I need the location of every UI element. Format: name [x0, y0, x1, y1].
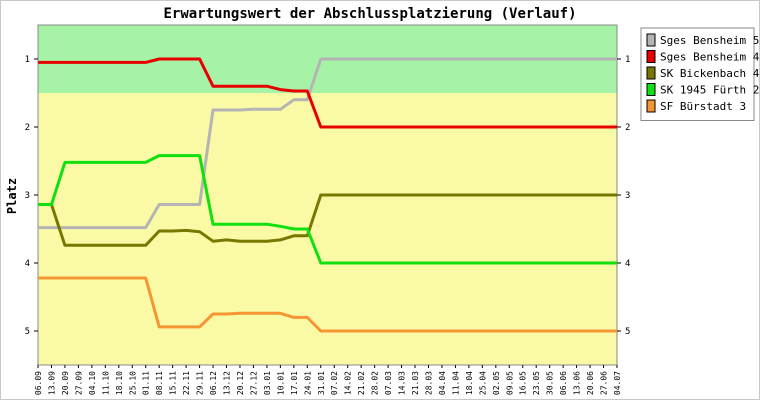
- y-axis-label: Platz: [5, 178, 19, 214]
- legend-swatch: [646, 50, 656, 63]
- x-tick-label: 07.02: [330, 371, 339, 395]
- x-tick-label: 27.09: [74, 371, 83, 395]
- x-tick-label: 13.09: [47, 371, 56, 395]
- x-tick-label: 13.06: [573, 371, 582, 395]
- x-tick-label: 06.09: [34, 371, 43, 395]
- x-tick-label: 14.02: [344, 371, 353, 395]
- y-tick-label-left: 2: [25, 123, 30, 133]
- legend: Sges Bensheim 5 Sges Bensheim 4 SK Bickenb…: [640, 27, 760, 121]
- legend-swatch: [646, 66, 656, 80]
- x-tick-label: 28.03: [424, 371, 433, 395]
- series-line-3: [38, 154, 617, 265]
- x-tick-label: 11.10: [101, 371, 110, 395]
- x-tick-label: 04.04: [438, 371, 447, 395]
- x-tick-label: 10.01: [276, 371, 285, 395]
- x-tick-label: 31.01: [317, 371, 326, 395]
- legend-swatch: [646, 33, 656, 47]
- legend-label: SF Bürstadt 3: [660, 100, 746, 113]
- x-tick-label: 17.01: [290, 371, 299, 395]
- x-tick-label: 20.09: [61, 371, 70, 395]
- x-tick-label: 27.12: [249, 371, 258, 395]
- legend-box: [640, 27, 755, 121]
- series-lines: [38, 57, 617, 333]
- x-tick-label: 04.07: [613, 371, 622, 395]
- series-line-4: [38, 276, 617, 333]
- y-tick-label-right: 5: [625, 327, 630, 337]
- x-tick-label: 29.11: [196, 371, 205, 395]
- x-tick-label: 08.11: [155, 371, 164, 395]
- series-line-0: [38, 57, 617, 230]
- y-tick-label-right: 1: [625, 55, 630, 65]
- series-line-2: [38, 193, 617, 247]
- x-tick-label: 13.12: [223, 371, 232, 395]
- y-axis-left: 1 2 3 4 5: [25, 55, 38, 337]
- y-tick-label-right: 2: [625, 123, 630, 133]
- legend-swatch: [646, 99, 656, 113]
- legend-label: Sges Bensheim 5: [660, 34, 759, 47]
- x-tick-label: 22.11: [182, 371, 191, 395]
- y-tick-label-right: 3: [625, 191, 630, 201]
- x-tick-label: 27.06: [600, 371, 609, 395]
- x-tick-label: 14.03: [398, 371, 407, 395]
- series-line-1: [38, 57, 617, 129]
- x-tick-label: 16.05: [519, 371, 528, 395]
- x-tick-label: 28.02: [371, 371, 380, 395]
- x-tick-label: 09.05: [505, 371, 514, 395]
- x-tick-label: 06.12: [209, 371, 218, 395]
- y-axis-right: 1 2 3 4 5: [617, 55, 630, 337]
- y-tick-label-left: 3: [25, 191, 30, 201]
- legend-label: Sges Bensheim 4: [660, 51, 760, 64]
- x-tick-label: 25.04: [478, 371, 487, 395]
- x-tick-label: 23.05: [532, 371, 541, 395]
- x-tick-label: 18.04: [465, 371, 474, 395]
- chart-title: Erwartungswert der Abschlussplatzierung …: [163, 6, 576, 22]
- y-tick-label-left: 5: [25, 327, 30, 337]
- x-tick-label: 25.10: [128, 371, 137, 395]
- x-tick-label: 20.06: [586, 371, 595, 395]
- x-tick-label: 24.01: [303, 371, 312, 395]
- x-tick-label: 21.03: [411, 371, 420, 395]
- x-tick-label: 30.05: [546, 371, 555, 395]
- y-tick-label-left: 4: [25, 259, 30, 269]
- x-tick-label: 15.11: [169, 371, 178, 395]
- x-tick-label: 03.01: [263, 371, 272, 395]
- x-tick-label: 20.12: [236, 371, 245, 395]
- x-tick-label: 11.04: [451, 371, 460, 395]
- y-tick-label-left: 1: [25, 55, 30, 65]
- x-tick-label: 06.06: [559, 371, 568, 395]
- x-tick-label: 21.02: [357, 371, 366, 395]
- x-tick-label: 04.10: [88, 371, 97, 395]
- x-tick-label: 02.05: [492, 371, 501, 395]
- legend-label: SK Bickenbach 4: [660, 67, 760, 80]
- legend-label: SK 1945 Fürth 2: [660, 84, 759, 97]
- x-tick-label: 18.10: [115, 371, 124, 395]
- y-tick-label-right: 4: [625, 259, 630, 269]
- x-tick-label: 01.11: [142, 371, 151, 395]
- x-tick-label: 07.03: [384, 371, 393, 395]
- legend-swatch: [646, 83, 656, 96]
- x-axis: 06.09 13.09 20.09 27.09 04.10 11.10 18.10 25.10…: [34, 365, 622, 395]
